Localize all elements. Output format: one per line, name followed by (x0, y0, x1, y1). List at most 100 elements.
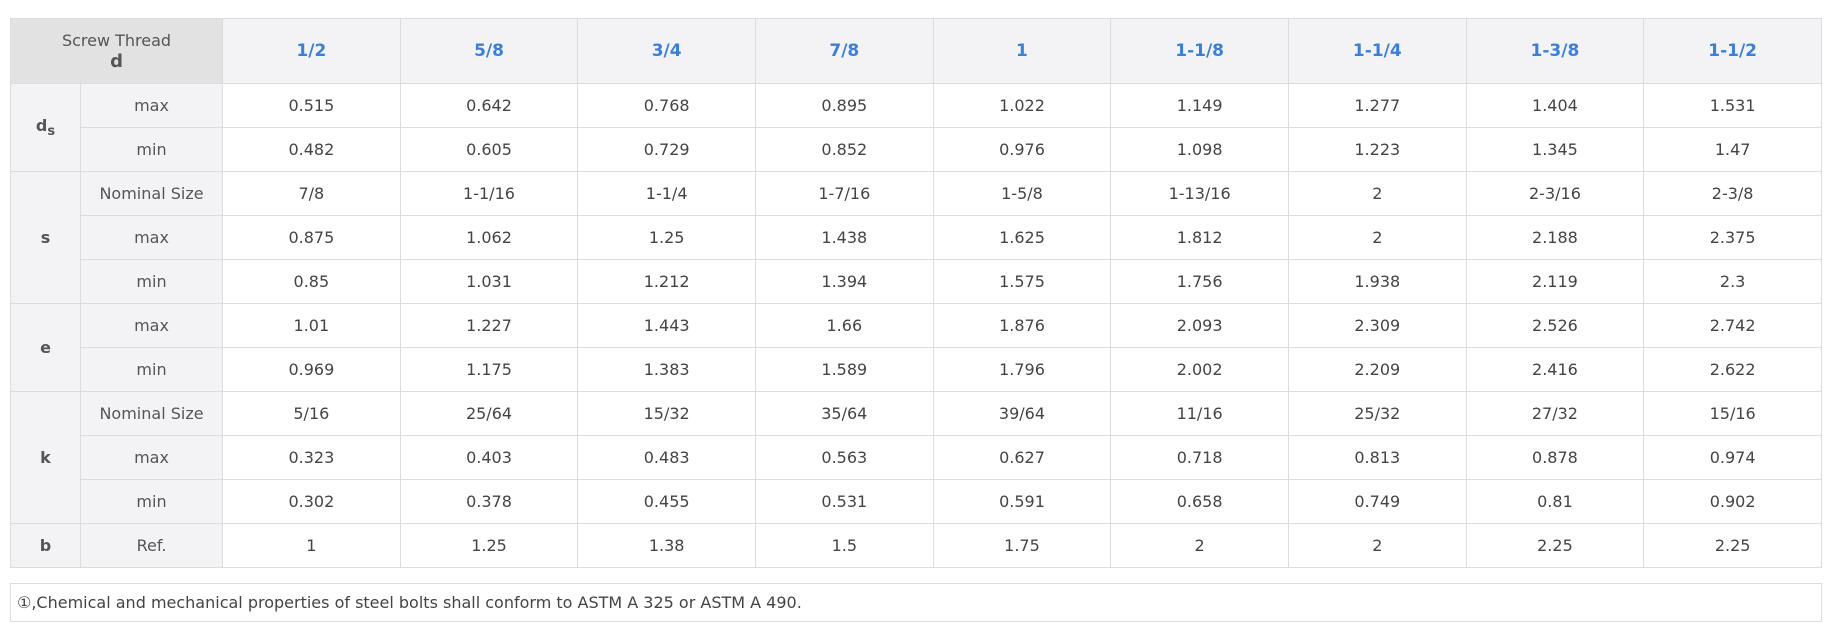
cell: 2 (1287, 215, 1467, 260)
cell: 11/16 (1110, 391, 1289, 436)
cell: 0.729 (577, 127, 756, 172)
data-row: min 0.969 1.175 1.383 1.589 1.796 2.002 2.209 2.… (11, 347, 1822, 392)
group-label: k (10, 391, 81, 524)
cell: 27/32 (1465, 391, 1645, 436)
cell: 1.098 (1110, 127, 1289, 172)
column-header: 1-1/4 (1287, 18, 1467, 84)
cell: 1.277 (1287, 83, 1467, 128)
cell: 1.01 (222, 303, 401, 348)
group-label: ds (10, 83, 81, 172)
cell: 0.895 (754, 83, 934, 128)
cell: 1-1/4 (577, 171, 756, 216)
cell: 0.482 (222, 127, 401, 172)
cell: 0.81 (1465, 479, 1645, 524)
cell: 2.3 (1643, 259, 1822, 304)
cell: 0.403 (399, 435, 579, 480)
data-row: e max 1.01 1.227 1.443 1.66 1.876 2.093 2.309 2.5… (10, 303, 1822, 392)
corner-cell: Screw Thread d (9, 18, 224, 84)
row-label: Ref. (79, 523, 224, 568)
cell: 15/32 (577, 391, 756, 436)
data-row: k Nominal Size 5/16 25/64 15/32 35/64 39/64 11/… (10, 391, 1822, 524)
cell: 0.563 (754, 435, 934, 480)
corner-title: Screw Thread (61, 31, 172, 50)
corner-symbol: d (110, 51, 123, 72)
cell: 1.756 (1110, 259, 1289, 304)
cell: 2.25 (1465, 523, 1645, 568)
cell: 0.85 (222, 259, 401, 304)
cell: 1-5/8 (932, 171, 1112, 216)
cell: 1.031 (399, 259, 579, 304)
cell: 0.531 (754, 479, 934, 524)
data-row: min 0.482 0.605 0.729 0.852 0.976 1.098 1.223 1.… (11, 127, 1822, 172)
cell: 0.875 (222, 215, 401, 260)
cell: 2 (1110, 523, 1289, 568)
row-label: min (79, 479, 224, 524)
row-label: max (79, 83, 224, 128)
cell: 0.515 (222, 83, 401, 128)
group-symbol: b (39, 536, 52, 555)
cell: 1.47 (1643, 127, 1822, 172)
cell: 2-3/8 (1643, 171, 1822, 216)
column-header: 1-1/8 (1110, 18, 1289, 84)
cell: 2.526 (1465, 303, 1645, 348)
cell: 15/16 (1643, 391, 1822, 436)
cell: 1.531 (1643, 83, 1822, 128)
group-subscript: s (47, 124, 56, 140)
cell: 1-7/16 (754, 171, 934, 216)
cell: 2.742 (1643, 303, 1822, 348)
row-label: min (79, 127, 224, 172)
row-label: min (79, 347, 224, 392)
cell: 1.66 (754, 303, 934, 348)
header-row: Screw Thread d 1/2 5/8 3/4 7/8 1 1-1/8 1-1/4 1-3/… (9, 18, 1822, 84)
cell: 0.642 (399, 83, 579, 128)
cell: 0.658 (1110, 479, 1289, 524)
cell: 1.438 (754, 215, 934, 260)
data-row: min 0.85 1.031 1.212 1.394 1.575 1.756 1.938 2.1… (11, 259, 1822, 304)
column-header: 5/8 (399, 18, 579, 84)
row-label: max (79, 303, 224, 348)
cell: 2.416 (1465, 347, 1645, 392)
cell: 39/64 (932, 391, 1112, 436)
cell: 1.394 (754, 259, 934, 304)
group-label: e (10, 303, 81, 392)
cell: 35/64 (754, 391, 934, 436)
cell: 0.302 (222, 479, 401, 524)
cell: 1.812 (1110, 215, 1289, 260)
cell: 1.876 (932, 303, 1112, 348)
column-header: 1-1/2 (1643, 18, 1822, 84)
row-label: min (79, 259, 224, 304)
cell: 2.622 (1643, 347, 1822, 392)
cell: 0.852 (754, 127, 934, 172)
cell: 2 (1287, 171, 1467, 216)
cell: 1.223 (1287, 127, 1467, 172)
cell: 0.323 (222, 435, 401, 480)
cell: 25/32 (1287, 391, 1467, 436)
cell: 0.749 (1287, 479, 1467, 524)
cell: 1.575 (932, 259, 1112, 304)
column-header: 7/8 (754, 18, 934, 84)
cell: 2.119 (1465, 259, 1645, 304)
cell: 1.5 (754, 523, 934, 568)
cell: 2 (1287, 523, 1467, 568)
cell: 0.878 (1465, 435, 1645, 480)
cell: 1.345 (1465, 127, 1645, 172)
cell: 1.149 (1110, 83, 1289, 128)
cell: 0.768 (577, 83, 756, 128)
cell: 1.25 (577, 215, 756, 260)
cell: 1 (222, 523, 401, 568)
cell: 2.309 (1287, 303, 1467, 348)
row-label: max (79, 215, 224, 260)
column-header: 1-3/8 (1465, 18, 1645, 84)
cell: 0.483 (577, 435, 756, 480)
data-row: max 0.875 1.062 1.25 1.438 1.625 1.812 2 2.188 2.… (11, 215, 1822, 260)
spec-table: Screw Thread d 1/2 5/8 3/4 7/8 1 1-1/8 1-1/4 1-3/… (9, 18, 1822, 568)
group-label: s (10, 171, 81, 304)
cell: 2.002 (1110, 347, 1289, 392)
data-row: max 0.323 0.403 0.483 0.563 0.627 0.718 0.813 0.… (11, 435, 1822, 480)
cell: 1.938 (1287, 259, 1467, 304)
cell: 1.227 (399, 303, 579, 348)
cell: 2-3/16 (1465, 171, 1645, 216)
cell: 7/8 (222, 171, 401, 216)
cell: 2.25 (1643, 523, 1822, 568)
cell: 1.383 (577, 347, 756, 392)
